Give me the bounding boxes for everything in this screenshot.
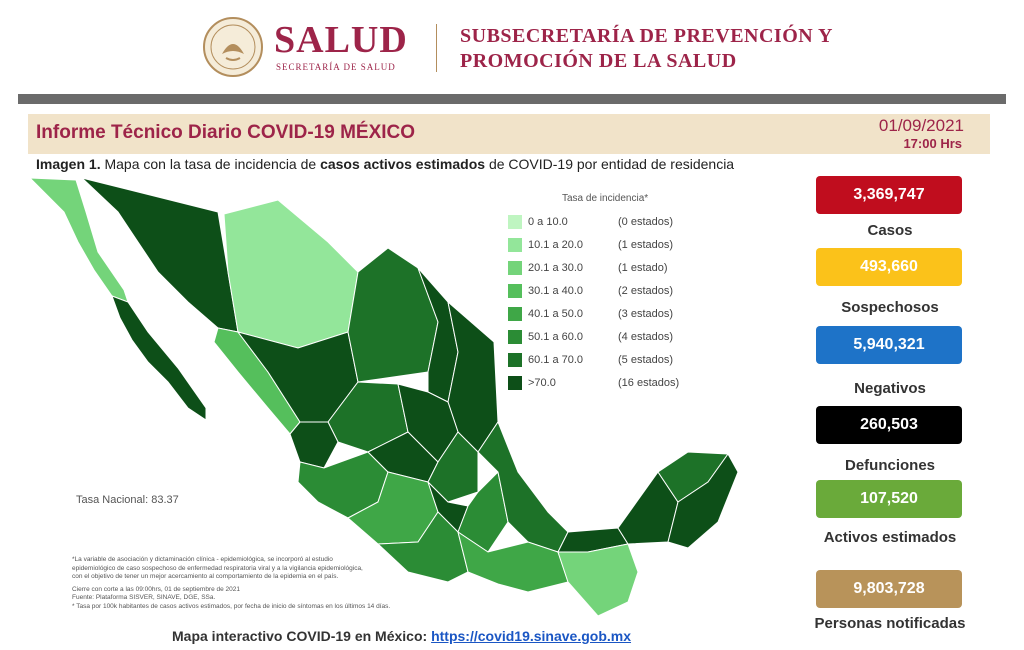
brand-logo-text: SALUD [274,19,408,61]
report-date: 01/09/2021 [878,116,964,135]
legend-count: (3 estados) [618,308,674,320]
legend-count: (5 estados) [618,354,674,366]
state-chiapas [557,543,639,617]
footnote-line: epidemiológico de caso sospechoso de enf… [72,564,363,572]
legend-swatch [508,353,522,367]
stat-label: Activos estimados [823,529,957,546]
stat-label: Casos [867,222,913,239]
header-separator-bar [18,94,1006,104]
legend-range: 10.1 a 20.0 [528,239,584,251]
legend-swatch [508,238,522,252]
footnotes: *La variable de asociación y dictaminaci… [72,556,452,611]
national-seal-icon [203,17,263,77]
state-baja-california-sur [111,295,207,421]
legend-row: 60.1 a 70.0 (5 estados) [508,352,698,368]
legend-count: (1 estados) [618,239,674,251]
stat-label: Personas notificadas [814,615,966,632]
legend-count: (1 estado) [618,262,668,274]
legend-swatch [508,261,522,275]
stat-value-box: 5,940,321 [816,326,962,364]
footnote-line: Fuente: Plataforma SISVER, SINAVE, DGE, … [72,594,216,601]
legend-count: (16 estados) [618,377,680,389]
header-divider [436,24,437,72]
legend-swatch [508,307,522,321]
subsecretaria-title: SUBSECRETARÍA DE PREVENCIÓN Y PROMOCIÓN … [460,24,833,74]
legend-row: 50.1 a 60.0 (4 estados) [508,329,698,345]
tasa-nacional: Tasa Nacional: 83.37 [76,494,179,506]
footnote-line: *La variable de asociación y dictaminaci… [72,556,333,563]
legend-row: 10.1 a 20.0 (1 estados) [508,237,698,253]
stat-value-box: 107,520 [816,480,962,518]
stat-label: Negativos [854,380,926,397]
report-title-band [28,114,990,154]
stat-value-box: 9,803,728 [816,570,962,608]
state-coahuila [347,247,439,383]
legend-range: 30.1 a 40.0 [528,285,584,297]
state-chihuahua [223,199,359,349]
stat-value-box: 493,660 [816,248,962,286]
interactive-map-link[interactable]: https://covid19.sinave.gob.mx [431,628,632,644]
legend-title: Tasa de incidencia* [562,193,649,204]
legend-count: (4 estados) [618,331,674,343]
legend-count: (2 estados) [618,285,674,297]
legend-range: 20.1 a 30.0 [528,262,584,274]
legend-swatch [508,284,522,298]
footnote-line: con el objetivo de tener un mejor acerca… [72,573,339,580]
page-header: SALUD SECRETARÍA DE SALUD SUBSECRETARÍA … [0,0,1024,92]
caption-bold: casos activos estimados [320,156,486,172]
stat-value-box: 3,369,747 [816,176,962,214]
legend-range: 40.1 a 50.0 [528,308,584,320]
state-nayarit [289,421,339,469]
caption-prefix: Imagen 1. [36,156,101,172]
report-time: 17:00 Hrs [903,136,962,151]
state-quintana-roo [667,453,739,549]
report-title: Informe Técnico Diario COVID-19 MÉXICO [36,122,416,143]
caption-part-1: Mapa con la tasa de incidencia de [100,156,321,172]
footnote-line: * Tasa por 100k habitantes de casos acti… [72,602,391,610]
legend-range: 0 a 10.0 [528,216,568,228]
legend-row: 0 a 10.0 (0 estados) [508,214,698,230]
subsecretaria-line-1: SUBSECRETARÍA DE PREVENCIÓN Y [460,25,833,47]
legend-swatch [508,330,522,344]
caption-part-2: de COVID-19 por entidad de residencia [485,156,735,172]
interactive-map-label: Mapa interactivo COVID-19 en México: [172,628,432,644]
legend-row: 30.1 a 40.0 (2 estados) [508,283,698,299]
legend-swatch [508,376,522,390]
state-sonora [80,177,239,333]
interactive-map-line: Mapa interactivo COVID-19 en México: htt… [172,628,631,644]
legend-count: (0 estados) [618,216,674,228]
stat-value-box: 260,503 [816,406,962,444]
stat-label: Defunciones [844,457,935,474]
legend-swatch [508,215,522,229]
legend-range: 60.1 a 70.0 [528,354,584,366]
brand-subtitle: SECRETARÍA DE SALUD [276,62,396,72]
legend-row: 20.1 a 30.0 (1 estado) [508,260,698,276]
mexico-incidence-map [28,177,739,617]
subsecretaria-line-2: PROMOCIÓN DE LA SALUD [460,50,737,72]
stat-label: Sospechosos [841,299,939,316]
legend-row: 40.1 a 50.0 (3 estados) [508,306,698,322]
legend-row: >70.0 (16 estados) [508,375,698,391]
legend-range: >70.0 [528,377,556,389]
image-caption: Imagen 1. Mapa con la tasa de incidencia… [36,156,734,172]
legend-range: 50.1 a 60.0 [528,331,584,343]
footnote-line: Cierre con corte a las 09:00hrs, 01 de s… [72,585,241,593]
